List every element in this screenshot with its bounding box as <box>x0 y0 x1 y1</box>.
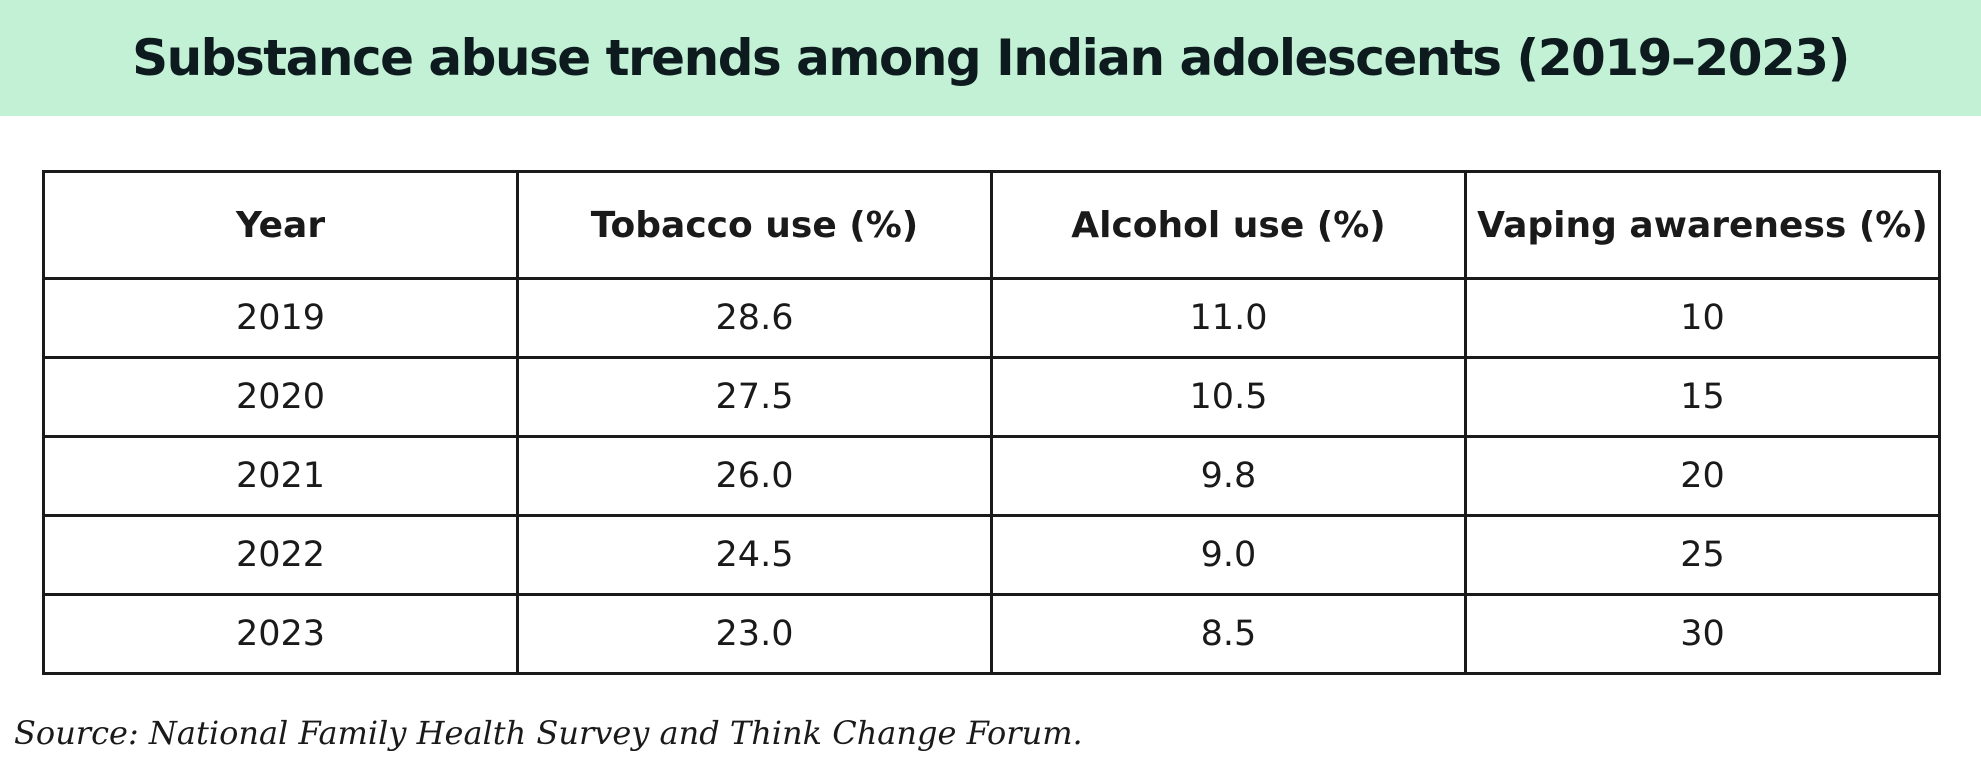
cell-vaping: 25 <box>1464 514 1941 596</box>
cell-alcohol: 9.0 <box>990 514 1467 596</box>
data-table-container: Year Tobacco use (%) Alcohol use (%) Vap… <box>42 170 1941 675</box>
cell-alcohol: 10.5 <box>990 356 1467 438</box>
cell-tobacco: 23.0 <box>516 593 993 675</box>
cell-tobacco: 27.5 <box>516 356 993 438</box>
table-row: 2020 27.5 10.5 15 <box>42 356 1941 438</box>
cell-vaping: 15 <box>1464 356 1941 438</box>
title-banner: Substance abuse trends among Indian adol… <box>0 0 1981 116</box>
data-table: Year Tobacco use (%) Alcohol use (%) Vap… <box>42 170 1941 675</box>
chart-title: Substance abuse trends among Indian adol… <box>132 29 1850 87</box>
table-row: 2022 24.5 9.0 25 <box>42 514 1941 596</box>
column-header-alcohol: Alcohol use (%) <box>990 170 1467 280</box>
cell-alcohol: 8.5 <box>990 593 1467 675</box>
source-note: Source: National Family Health Survey an… <box>14 714 1083 752</box>
cell-year: 2019 <box>42 277 519 359</box>
column-header-year: Year <box>42 170 519 280</box>
column-header-vaping: Vaping awareness (%) <box>1464 170 1941 280</box>
table-header: Year Tobacco use (%) Alcohol use (%) Vap… <box>42 170 1941 280</box>
cell-year: 2020 <box>42 356 519 438</box>
table-row: 2019 28.6 11.0 10 <box>42 277 1941 359</box>
cell-year: 2023 <box>42 593 519 675</box>
cell-vaping: 20 <box>1464 435 1941 517</box>
cell-alcohol: 9.8 <box>990 435 1467 517</box>
cell-year: 2021 <box>42 435 519 517</box>
cell-tobacco: 28.6 <box>516 277 993 359</box>
column-header-tobacco: Tobacco use (%) <box>516 170 993 280</box>
cell-tobacco: 26.0 <box>516 435 993 517</box>
cell-vaping: 30 <box>1464 593 1941 675</box>
cell-vaping: 10 <box>1464 277 1941 359</box>
header-row: Year Tobacco use (%) Alcohol use (%) Vap… <box>42 170 1941 280</box>
table-row: 2021 26.0 9.8 20 <box>42 435 1941 517</box>
table-row: 2023 23.0 8.5 30 <box>42 593 1941 675</box>
cell-year: 2022 <box>42 514 519 596</box>
cell-alcohol: 11.0 <box>990 277 1467 359</box>
table-body: 2019 28.6 11.0 10 2020 27.5 10.5 15 2021… <box>42 277 1941 675</box>
cell-tobacco: 24.5 <box>516 514 993 596</box>
